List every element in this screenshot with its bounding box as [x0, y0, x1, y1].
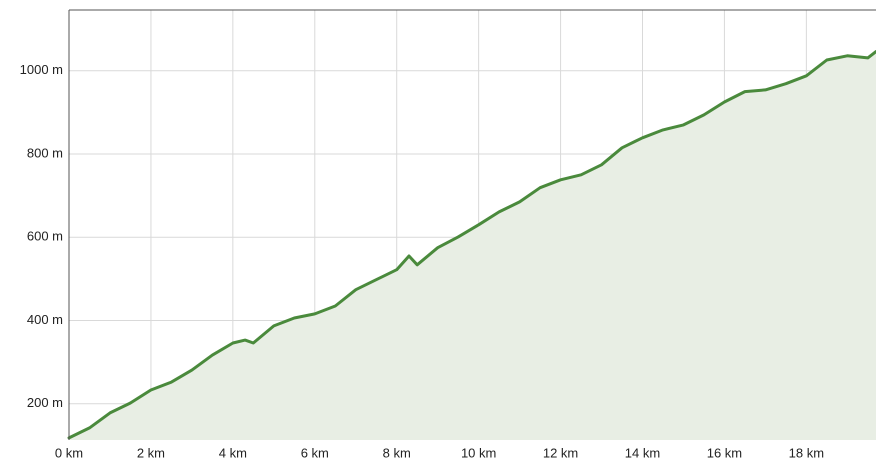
elevation-line: [67, 50, 876, 440]
y-tick-label: 600 m: [27, 229, 63, 244]
x-tick-label: 4 km: [219, 445, 247, 460]
x-tick-label: 10 km: [461, 445, 496, 460]
x-tick-label: 14 km: [625, 445, 660, 460]
y-tick-label: 800 m: [27, 145, 63, 160]
area-fill: [69, 51, 876, 440]
y-tick-label: 400 m: [27, 312, 63, 327]
y-tick-label: 1000 m: [20, 62, 63, 77]
x-tick-label: 8 km: [383, 445, 411, 460]
x-tick-label: 0 km: [55, 445, 83, 460]
x-tick-label: 2 km: [137, 445, 165, 460]
x-tick-label: 6 km: [301, 445, 329, 460]
x-tick-label: 16 km: [707, 445, 742, 460]
x-tick-label: 12 km: [543, 445, 578, 460]
x-tick-label: 18 km: [789, 445, 824, 460]
y-tick-label: 200 m: [27, 395, 63, 410]
